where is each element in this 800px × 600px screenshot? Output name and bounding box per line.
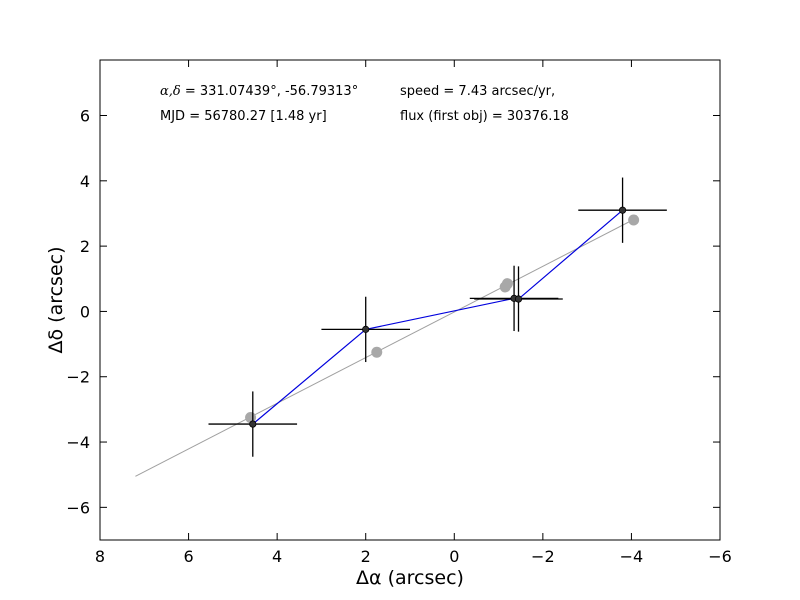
coordinates-symbol: α,δ [160, 84, 181, 99]
x-axis: 8 6 4 2 0 −2 −4 −6 [95, 60, 732, 566]
x-axis-label: Δα (arcsec) [356, 567, 464, 589]
coordinates-value: = 331.07439°, -56.79313° [181, 84, 358, 99]
measured-point [249, 420, 257, 428]
y-tick-label: −4 [66, 433, 90, 452]
flux-annotation: flux (first obj) = 30376.18 [400, 109, 569, 124]
y-tick-label: −2 [66, 368, 90, 387]
y-tick-label: 0 [80, 302, 90, 321]
measured-point [362, 325, 370, 333]
model-point [371, 346, 383, 358]
x-tick-label: −2 [531, 547, 555, 566]
y-tick-label: 4 [80, 172, 90, 191]
y-axis: −6 −4 −2 0 2 4 6 [66, 107, 720, 517]
measured-point [618, 206, 627, 214]
x-tick-label: 8 [95, 547, 105, 566]
y-tick-label: 6 [80, 107, 90, 126]
x-tick-label: 6 [183, 547, 193, 566]
axes-frame [99, 59, 721, 541]
fit-line [135, 217, 637, 477]
y-tick-label: −6 [66, 498, 90, 517]
x-tick-label: −4 [620, 547, 644, 566]
x-tick-label: 0 [449, 547, 459, 566]
x-tick-label: −6 [708, 547, 732, 566]
y-axis-label: Δδ (arcsec) [45, 246, 67, 353]
speed-annotation: speed = 7.43 arcsec/yr, [400, 84, 555, 99]
model-point [628, 214, 640, 226]
coordinates-annotation: α,δ = 331.07439°, -56.79313° [160, 84, 358, 99]
plot-layer [135, 177, 667, 477]
x-tick-label: 4 [272, 547, 282, 566]
x-tick-label: 2 [361, 547, 371, 566]
mjd-annotation: MJD = 56780.27 [1.48 yr] [160, 109, 327, 124]
y-tick-label: 2 [80, 237, 90, 256]
measured-point [514, 295, 523, 303]
model-point [501, 278, 513, 290]
